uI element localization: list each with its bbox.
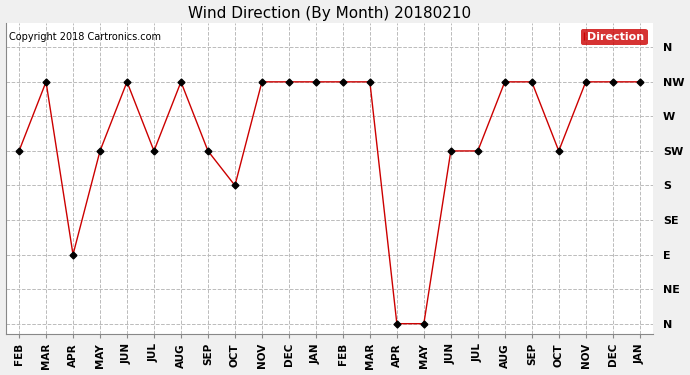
Title: Wind Direction (By Month) 20180210: Wind Direction (By Month) 20180210 <box>188 6 471 21</box>
Text: Copyright 2018 Cartronics.com: Copyright 2018 Cartronics.com <box>9 33 161 42</box>
Legend: Direction: Direction <box>580 28 648 45</box>
